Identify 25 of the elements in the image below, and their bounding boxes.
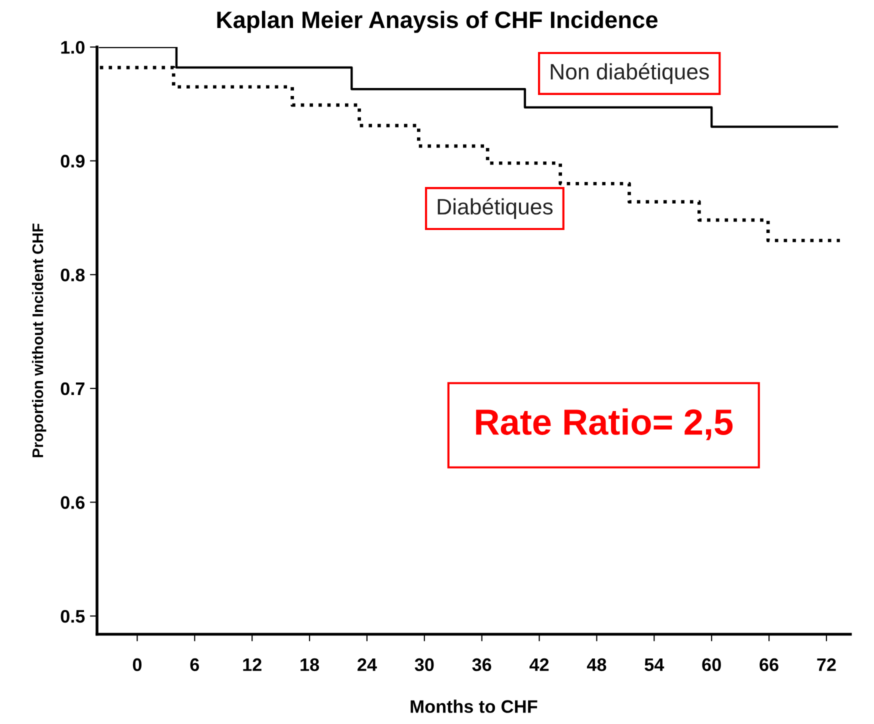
x-tick-label: 6 bbox=[190, 658, 200, 672]
y-tick-label: 0.7 bbox=[60, 382, 84, 396]
y-tick-label: 0.5 bbox=[60, 610, 85, 623]
annotation: Rate Ratio= 2,5 bbox=[476, 408, 733, 440]
chart-title: Kaplan Meier Anaysis of CHF Incidence bbox=[217, 10, 658, 33]
x-tick-label: 12 bbox=[243, 658, 262, 671]
x-tick-label: 54 bbox=[644, 658, 664, 672]
x-tick-label: 66 bbox=[760, 658, 778, 672]
x-tick-label: 18 bbox=[300, 658, 320, 672]
y-tick-label: 1.0 bbox=[61, 40, 84, 54]
x-tick-label: 0 bbox=[132, 658, 142, 672]
x-tick-label: 36 bbox=[472, 658, 492, 672]
x-axis-title: Months to CHF bbox=[410, 700, 538, 713]
series-label: Non diabétiques bbox=[550, 62, 709, 84]
y-tick-label: 0.9 bbox=[60, 154, 85, 168]
x-tick-label: 60 bbox=[702, 658, 721, 672]
x-tick-label: 42 bbox=[530, 658, 549, 671]
series-label: Diabétiques bbox=[438, 198, 553, 220]
y-tick-label: 0.6 bbox=[60, 496, 85, 509]
y-axis-title: Proportion without Incident CHF bbox=[32, 224, 46, 458]
x-tick-label: 72 bbox=[817, 658, 836, 671]
x-tick-label: 30 bbox=[414, 658, 434, 672]
x-tick-label: 24 bbox=[358, 658, 377, 671]
x-tick-label: 48 bbox=[586, 658, 606, 672]
y-tick-label: 0.8 bbox=[60, 268, 85, 282]
